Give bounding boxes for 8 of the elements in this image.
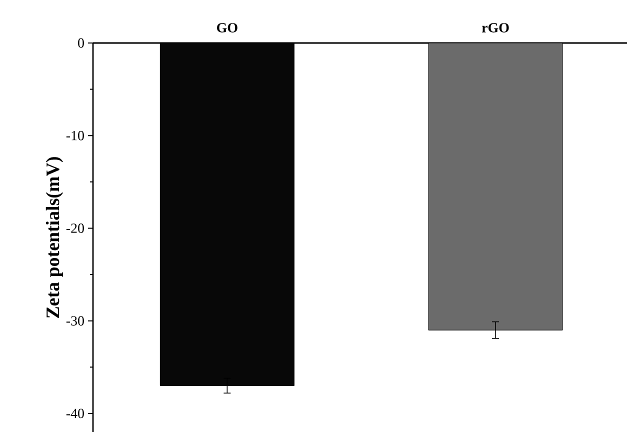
y-tick-label: -10 xyxy=(66,130,84,140)
y-tick-label: -30 xyxy=(66,316,84,326)
y-axis-title: Zeta potentials(mV) xyxy=(46,157,64,318)
y-tick-label: -20 xyxy=(66,224,84,233)
x-tick-label: GO xyxy=(217,23,238,32)
y-tick-label: -40 xyxy=(66,408,84,418)
x-tick-label: rGO xyxy=(482,23,509,32)
y-tick-label: 0 xyxy=(78,38,84,48)
